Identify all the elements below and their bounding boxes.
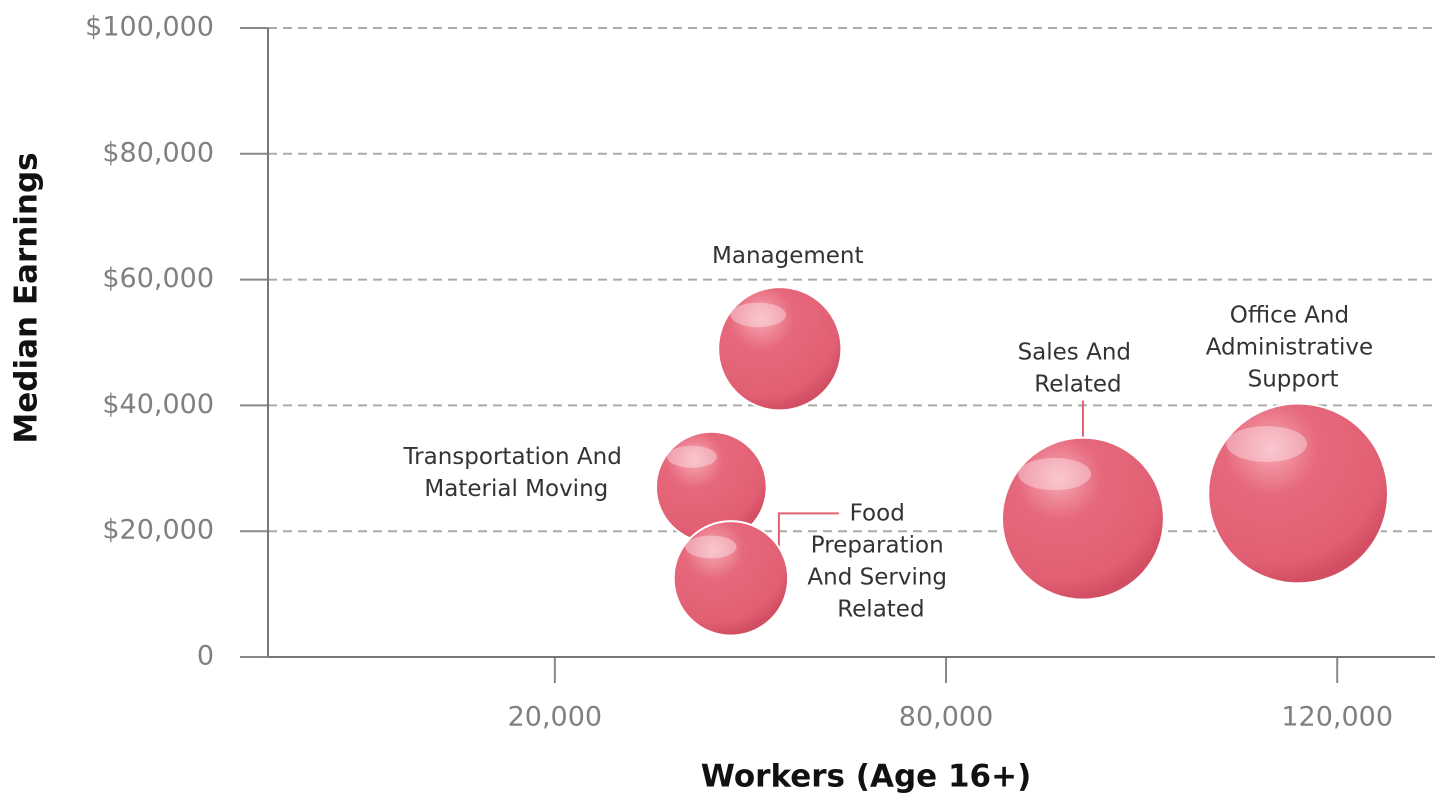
x-tick-label: 120,000 bbox=[1281, 702, 1393, 733]
y-tick-label: $80,000 bbox=[102, 137, 214, 168]
bubble-highlight bbox=[1018, 457, 1092, 491]
point-label: Food Preparation And Serving Related bbox=[807, 500, 954, 622]
x-axis-title: Workers (Age 16+) bbox=[701, 759, 1031, 795]
bubble bbox=[672, 520, 790, 637]
bubble-highlight bbox=[685, 535, 737, 559]
point-label: Transportation And Material Moving bbox=[403, 444, 630, 502]
point-label: Office And Administrative Support bbox=[1206, 302, 1381, 392]
y-tick-label: $20,000 bbox=[102, 515, 214, 546]
bubble bbox=[1207, 402, 1390, 585]
y-tick-label: $100,000 bbox=[85, 12, 214, 43]
point-label: Management bbox=[712, 242, 864, 268]
bubble bbox=[1001, 436, 1165, 601]
x-tick-label: 80,000 bbox=[899, 702, 993, 733]
y-tick-label: $60,000 bbox=[102, 263, 214, 294]
bubble-highlight bbox=[730, 302, 786, 328]
x-tick-label: 20,000 bbox=[508, 702, 602, 733]
y-tick-label: 0 bbox=[197, 641, 214, 672]
point-label: Sales And Related bbox=[1018, 339, 1139, 397]
y-tick-label: $40,000 bbox=[102, 389, 214, 420]
bubble bbox=[717, 286, 843, 412]
bubble-highlight bbox=[1226, 426, 1308, 462]
y-axis-title: Median Earnings bbox=[9, 152, 45, 443]
bubble-highlight bbox=[667, 445, 717, 468]
